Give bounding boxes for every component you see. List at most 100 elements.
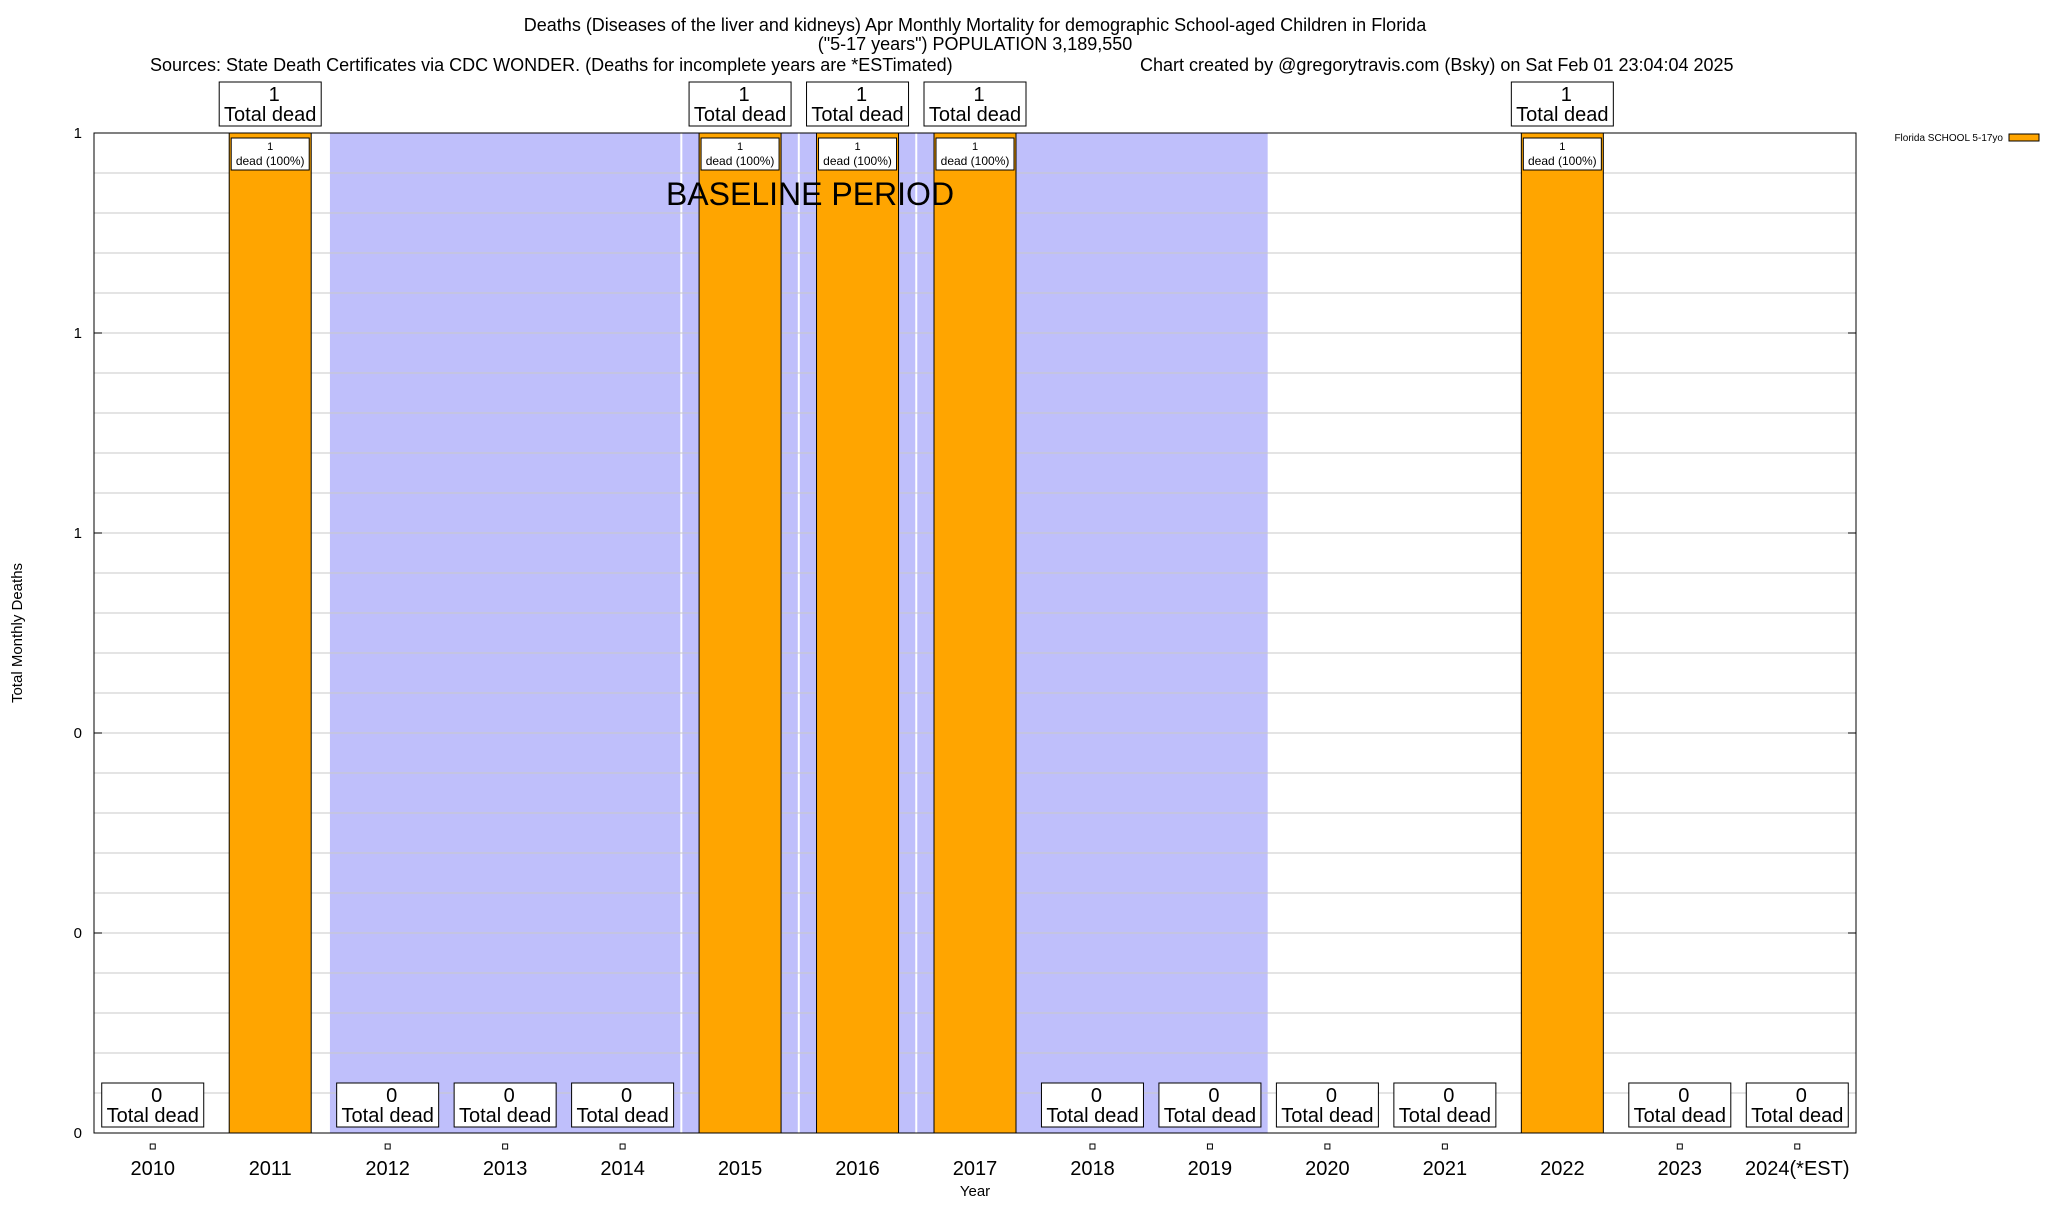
total-label-value: 0 [1326, 1085, 1337, 1107]
total-label-text: Total dead [1046, 1105, 1138, 1127]
total-label-value: 0 [151, 1085, 162, 1107]
total-label-box [101, 1082, 205, 1128]
y-tick-label: 0 [74, 725, 82, 742]
x-marker [1324, 1143, 1331, 1150]
total-label-text: Total dead [929, 104, 1021, 126]
bar-2015 [698, 132, 782, 1134]
x-marker [149, 1143, 156, 1150]
total-label-value: 1 [739, 84, 750, 106]
segment-label-count: 1 [1559, 141, 1565, 153]
total-label-text: Total dead [1634, 1105, 1726, 1127]
total-label-text: Total dead [694, 104, 786, 126]
total-label-text: Total dead [1516, 104, 1608, 126]
segment-label-count: 1 [972, 141, 978, 153]
y-tick-label: 0 [74, 925, 82, 942]
x-tick-label: 2011 [249, 1158, 292, 1180]
total-label-value: 0 [1091, 1085, 1102, 1107]
total-label-value: 0 [386, 1085, 397, 1107]
total-label-box [806, 81, 910, 127]
total-label-text: Total dead [576, 1105, 668, 1127]
y-axis-label: Total Monthly Deaths [9, 563, 26, 703]
y-tick-label: 1 [74, 125, 82, 142]
segment-label-text: dead (100%) [706, 154, 775, 168]
total-label-box [1628, 1082, 1732, 1128]
x-tick-label: 2018 [1070, 1158, 1115, 1180]
total-label-box [1510, 81, 1614, 127]
x-marker [1089, 1143, 1096, 1150]
x-tick-label: 2020 [1305, 1158, 1350, 1180]
segment-label-text: dead (100%) [941, 154, 1010, 168]
x-tick-label: 2019 [1188, 1158, 1233, 1180]
total-label-value: 0 [1208, 1085, 1219, 1107]
x-tick-label: 2023 [1658, 1158, 1703, 1180]
x-marker [619, 1143, 626, 1150]
x-tick-label: 2024(*EST) [1745, 1158, 1850, 1180]
segment-label-text: dead (100%) [236, 154, 305, 168]
segment-label-box [818, 137, 898, 171]
chart-subtitle: ("5-17 years") POPULATION 3,189,550 [818, 34, 1133, 54]
segment-label-box [935, 137, 1015, 171]
bar-2016 [816, 132, 900, 1134]
total-label-text: Total dead [459, 1105, 551, 1127]
segment-label-box [230, 137, 310, 171]
total-label-text: Total dead [1281, 1105, 1373, 1127]
x-marker [1206, 1143, 1213, 1150]
x-tick-label: 2012 [365, 1158, 410, 1180]
total-label-value: 0 [504, 1085, 515, 1107]
x-tick-label: 2021 [1423, 1158, 1468, 1180]
total-label-value: 0 [1796, 1085, 1807, 1107]
y-tick-label: 1 [74, 525, 82, 542]
total-label-text: Total dead [342, 1105, 434, 1127]
total-label-text: Total dead [107, 1105, 199, 1127]
total-label-value: 1 [856, 84, 867, 106]
total-label-box [336, 1082, 440, 1128]
total-label-value: 1 [973, 84, 984, 106]
total-label-box [1745, 1082, 1849, 1128]
total-label-text: Total dead [1164, 1105, 1256, 1127]
segment-label-count: 1 [737, 141, 743, 153]
total-label-value: 0 [1443, 1085, 1454, 1107]
x-tick-label: 2014 [600, 1158, 645, 1180]
x-tick-label: 2022 [1540, 1158, 1585, 1180]
x-marker [384, 1143, 391, 1150]
chart-title: Deaths (Diseases of the liver and kidney… [524, 15, 1427, 35]
total-label-value: 0 [621, 1085, 632, 1107]
total-label-text: Total dead [224, 104, 316, 126]
total-label-box [1040, 1082, 1144, 1128]
segment-label-count: 1 [854, 141, 860, 153]
total-label-text: Total dead [1399, 1105, 1491, 1127]
x-tick-label: 2016 [835, 1158, 880, 1180]
total-label-value: 1 [269, 84, 280, 106]
total-label-box [923, 81, 1027, 127]
total-label-box [1275, 1082, 1379, 1128]
credit-text: Chart created by @gregorytravis.com (Bsk… [1140, 55, 1734, 75]
total-label-box [453, 1082, 557, 1128]
legend-swatch [2008, 133, 2040, 142]
segment-label-box [1522, 137, 1602, 171]
segment-label-text: dead (100%) [1528, 154, 1597, 168]
baseline-period-label: BASELINE PERIOD [666, 176, 954, 212]
bar-2017 [933, 132, 1017, 1134]
bar-2022 [1520, 132, 1604, 1134]
x-marker [1441, 1143, 1448, 1150]
total-label-box [1158, 1082, 1262, 1128]
total-label-box [688, 81, 792, 127]
bar-2011 [228, 132, 312, 1134]
baseline-shade-0 [329, 133, 681, 1133]
sources-text: Sources: State Death Certificates via CD… [150, 55, 953, 75]
y-tick-label: 1 [74, 325, 82, 342]
total-label-text: Total dead [1751, 1105, 1843, 1127]
segment-label-box [700, 137, 780, 171]
segment-label-count: 1 [267, 141, 273, 153]
x-tick-label: 2013 [483, 1158, 528, 1180]
x-marker [502, 1143, 509, 1150]
total-label-box [1393, 1082, 1497, 1128]
segment-label-text: dead (100%) [823, 154, 892, 168]
y-tick-label: 0 [74, 1125, 82, 1142]
legend-label: Florida SCHOOL 5-17yo [1894, 133, 2003, 144]
total-label-value: 1 [1561, 84, 1572, 106]
x-marker [1676, 1143, 1683, 1150]
total-label-box [571, 1082, 675, 1128]
